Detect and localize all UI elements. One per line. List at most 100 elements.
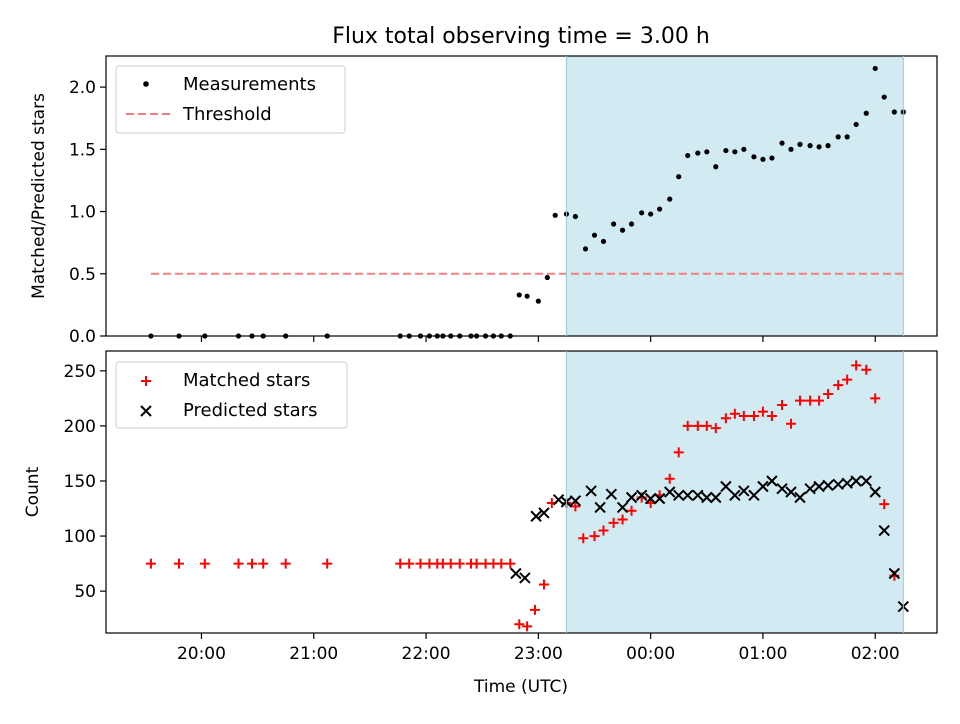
matched-star-point: [404, 558, 415, 569]
bottom-panel: 50 100 150 200 250 20:00 21:00 22:00 23:00 00:00…: [23, 350, 938, 664]
predicted-star-point: [832, 478, 844, 490]
top-panel: 0.00.51.01.52.0 Matched/Predicted stars …: [29, 55, 938, 347]
predicted-star-point: [616, 501, 629, 514]
matched-star-point: [199, 558, 210, 569]
measurement-point: [628, 221, 635, 227]
matched-star-point: [173, 558, 184, 569]
measurement-point: [844, 134, 850, 140]
measurement-point: [779, 140, 785, 146]
measurement-point: [881, 94, 887, 100]
matched-star-point: [246, 558, 257, 569]
predicted-star-point: [813, 480, 825, 493]
predicted-star-point: [653, 492, 666, 505]
y-tick-label: 150: [64, 472, 96, 492]
predicted-star-point: [738, 485, 750, 497]
matched-star-point: [861, 364, 872, 375]
measurement-point: [544, 274, 550, 281]
x-tick-label: 23:00: [514, 644, 563, 664]
matched-star-point: [710, 423, 721, 434]
matched-star-point: [589, 531, 600, 542]
matched-star-point: [145, 558, 156, 569]
matched-star-point: [701, 420, 712, 431]
matched-star-point: [233, 558, 244, 569]
matched-star-point: [814, 395, 825, 406]
measurement-point: [891, 109, 897, 115]
legend-matched-marker: [141, 376, 151, 386]
y-tick-label: 1.0: [69, 203, 96, 223]
predicted-star-point: [878, 524, 890, 537]
bottom-panel-frame: [105, 350, 938, 634]
matched-star-point: [664, 473, 675, 484]
predicted-star-point: [664, 486, 676, 498]
top-panel-ylabel: Matched/Predicted stars: [29, 93, 49, 299]
predicted-star-point: [644, 492, 657, 505]
predicted-star-point: [822, 479, 834, 492]
predicted-star-point: [635, 489, 648, 502]
bottom-panel-ylabel: Count: [23, 466, 43, 517]
matched-star-point: [415, 558, 426, 569]
matched-star-point: [729, 408, 740, 419]
legend-measurements-label: Measurements: [183, 74, 316, 95]
predicted-star-point: [785, 486, 797, 498]
measurement-point: [524, 293, 530, 299]
x-tick-label: 01:00: [738, 644, 787, 664]
matched-star-point: [322, 558, 333, 569]
predicted-star-point: [673, 489, 685, 502]
predicted-star-point: [692, 489, 704, 502]
matched-star-point: [445, 558, 456, 569]
chart-title: Flux total observing time = 3.00 h: [332, 24, 710, 49]
y-tick-label: 100: [64, 527, 96, 547]
matched-star-point: [738, 410, 749, 421]
measurement-point: [667, 196, 673, 202]
measurement-point: [853, 121, 859, 128]
bottom-panel-shaded-interval: [566, 351, 904, 633]
y-tick-label: 250: [64, 362, 96, 382]
matched-star-point: [570, 501, 581, 512]
matched-star-point: [870, 393, 881, 404]
predicted-star-point: [757, 480, 769, 493]
measurement-point: [816, 144, 822, 150]
x-tick-label: 20:00: [177, 644, 226, 664]
measurement-point: [695, 150, 701, 156]
matched-star-point: [682, 420, 693, 431]
predicted-star-point: [681, 489, 694, 502]
y-tick-label: 1.5: [69, 140, 96, 160]
matched-star-point: [626, 505, 637, 516]
predicted-star-point: [538, 507, 550, 519]
legend-matched-label: Matched stars: [183, 370, 310, 391]
predicted-star-point: [720, 480, 732, 493]
measurement-point: [582, 246, 589, 252]
matched-star-point: [720, 413, 731, 424]
measurement-point: [704, 149, 710, 155]
matched-star-point: [805, 395, 816, 406]
matched-star-point: [879, 499, 890, 510]
measurement-point: [516, 292, 522, 298]
matched-star-point: [538, 579, 549, 590]
predicted-star-point: [552, 494, 565, 506]
measurement-point: [732, 149, 738, 155]
measurement-point: [535, 298, 541, 304]
matched-star-point: [258, 558, 269, 569]
measurement-point: [788, 146, 794, 152]
matched-star-point: [757, 406, 768, 417]
measurement-point: [863, 110, 869, 116]
measurement-point: [807, 143, 813, 149]
measurement-point: [723, 147, 729, 154]
legend-measurements-marker: [143, 81, 149, 87]
measurement-point: [600, 238, 607, 245]
matched-star-point: [692, 420, 703, 431]
y-tick-label: 200: [64, 417, 96, 437]
top-panel-frame: [105, 55, 938, 337]
matched-star-point: [777, 399, 788, 410]
measurement-point: [572, 213, 579, 220]
predicted-star-point: [766, 475, 778, 487]
measurement-point: [825, 143, 831, 149]
x-tick-label: 00:00: [626, 644, 675, 664]
predicted-star-point: [585, 485, 597, 497]
predicted-star-point: [729, 489, 741, 502]
matched-star-point: [529, 604, 540, 615]
matched-star-point: [608, 517, 619, 528]
measurement-point: [760, 156, 766, 162]
